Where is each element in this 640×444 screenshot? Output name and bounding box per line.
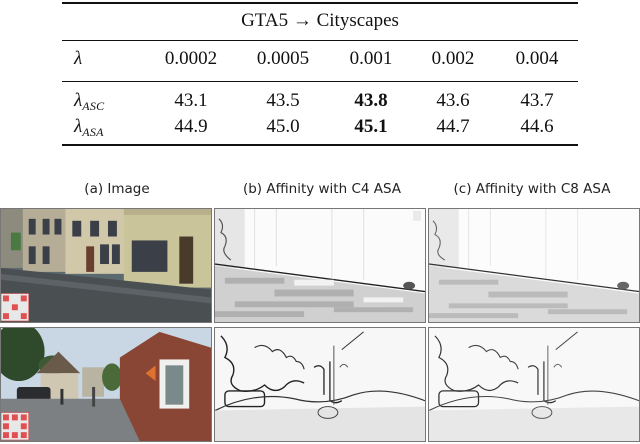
row-asa-label: λASA <box>74 116 104 139</box>
affinity-map-c8-1 <box>428 208 640 323</box>
table-header-rule <box>62 81 578 82</box>
row-asa-value: 44.7 <box>436 116 470 137</box>
photo-street-1 <box>0 208 212 323</box>
row-asc-value-best: 43.8 <box>354 90 388 111</box>
header-col-3: 0.001 <box>349 48 393 69</box>
header-col-5: 0.004 <box>515 48 559 69</box>
header-col-1: 0.0002 <box>164 48 218 69</box>
affinity-map-c4-1 <box>214 208 426 323</box>
header-col-4: 0.002 <box>431 48 475 69</box>
row-asa-value-best: 45.1 <box>354 116 388 137</box>
row-asc-value: 43.1 <box>174 90 208 111</box>
affinity-map-c8-2 <box>428 327 640 442</box>
row-asc-value: 43.7 <box>520 90 554 111</box>
table-bottom-rule <box>62 144 578 146</box>
row-asc-value: 43.5 <box>266 90 300 111</box>
row-asa-value: 45.0 <box>266 116 300 137</box>
row-asa-value: 44.6 <box>520 116 554 137</box>
affinity-map-c4-2 <box>214 327 426 442</box>
caption-image: (a) Image <box>84 181 150 197</box>
row-asc-label: λASC <box>74 90 105 113</box>
table-title: GTA5 → Cityscapes <box>241 10 399 31</box>
header-col-2: 0.0005 <box>256 48 310 69</box>
table-title-rule <box>62 40 578 41</box>
photo-street-2 <box>0 327 212 442</box>
table-top-rule <box>62 2 578 4</box>
row-asc-value: 43.6 <box>436 90 470 111</box>
caption-c4-asa: (b) Affinity with C4 ASA <box>242 181 402 197</box>
row-asa-value: 44.9 <box>174 116 208 137</box>
caption-c8-asa: (c) Affinity with C8 ASA <box>453 181 611 197</box>
header-lambda: λ <box>74 48 83 69</box>
